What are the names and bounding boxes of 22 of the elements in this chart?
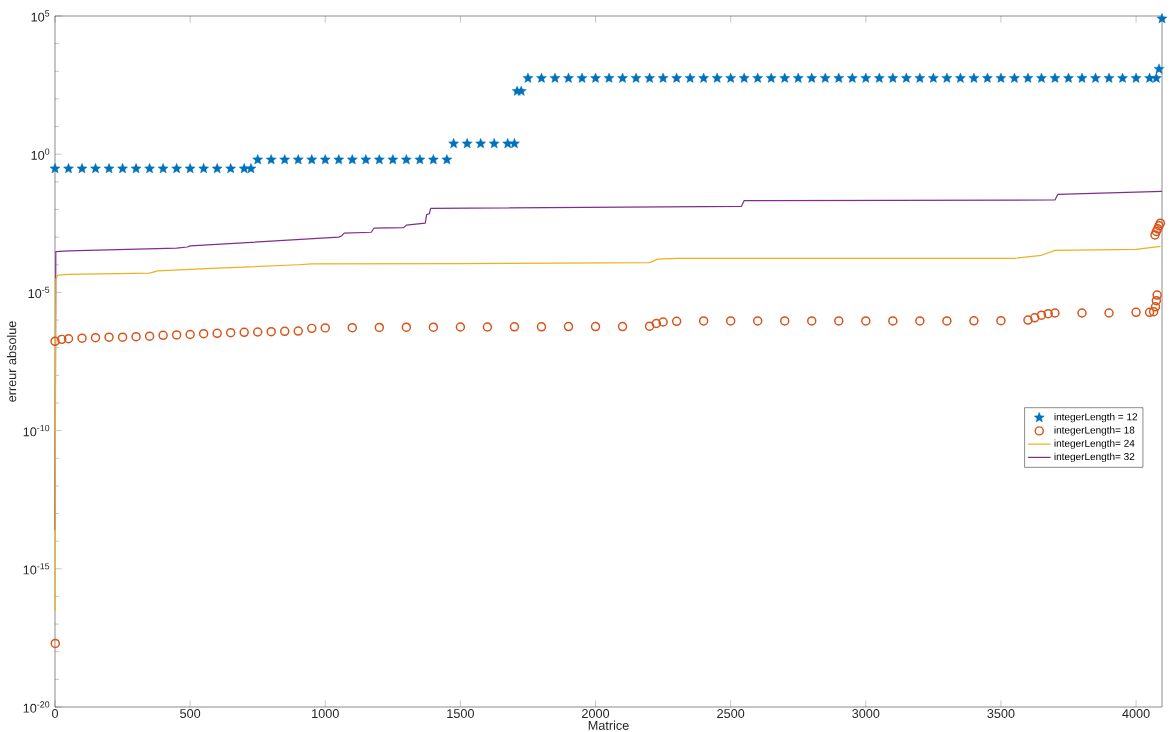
x-tick-label: 2000 <box>582 709 610 719</box>
x-tick-label: 3500 <box>987 709 1015 719</box>
x-tick-label: 0 <box>51 709 59 719</box>
legend-label: integerLength = 12 <box>1054 413 1138 423</box>
x-tick-label: 500 <box>180 709 201 719</box>
x-tick-label: 2500 <box>717 709 745 719</box>
y-axis-title: erreur absolue <box>6 321 17 402</box>
legend-label: integerLength= 32 <box>1054 452 1135 463</box>
x-tick-label: 1500 <box>447 709 474 719</box>
y-tick-label: 10$^{-5}$ <box>28 286 50 299</box>
y-tick-label: 10$^{-15}$ <box>23 563 50 575</box>
y-tick-label: 10$^{0}$ <box>31 148 50 160</box>
legend-label: integerLength= 18 <box>1054 426 1135 436</box>
y-tick-label: 10$^{-10}$ <box>23 424 50 437</box>
legend-label: integerLength= 24 <box>1054 439 1135 449</box>
y-tick-label: 10$^{-20}$ <box>23 701 50 713</box>
x-tick-label: 1000 <box>312 709 339 719</box>
x-tick-label: 3000 <box>852 709 880 719</box>
y-tick-label: 10$^{5}$ <box>31 10 50 22</box>
line-series <box>54 245 1161 612</box>
x-axis-title: Matrice <box>588 720 629 730</box>
x-tick-label: 4000 <box>1122 709 1150 719</box>
